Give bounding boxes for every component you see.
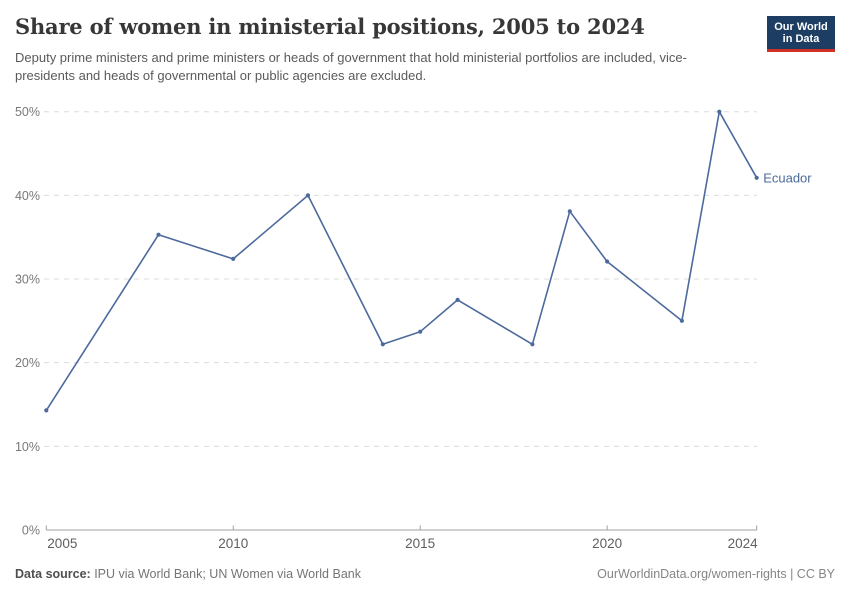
data-source-text: IPU via World Bank; UN Women via World B… bbox=[90, 567, 361, 581]
owid-logo: Our World in Data bbox=[767, 16, 835, 52]
credit-link[interactable]: OurWorldinData.org/women-rights | CC BY bbox=[597, 567, 835, 581]
data-point[interactable] bbox=[44, 408, 49, 413]
line-series-ecuador[interactable] bbox=[45, 110, 758, 412]
y-axis-tick-label: 20% bbox=[15, 356, 40, 370]
data-source: Data source: IPU via World Bank; UN Wome… bbox=[15, 567, 361, 581]
data-point[interactable] bbox=[305, 193, 311, 198]
x-axis-tick-label: 2020 bbox=[592, 536, 622, 551]
data-point[interactable] bbox=[530, 342, 535, 347]
y-axis-tick-label: 50% bbox=[15, 105, 40, 119]
owid-logo-line1: Our World bbox=[774, 21, 828, 33]
data-source-label: Data source: bbox=[15, 567, 91, 581]
x-axis-tick-label: 2010 bbox=[218, 536, 248, 551]
chart-subtitle: Deputy prime ministers and prime ministe… bbox=[15, 50, 687, 83]
data-point[interactable] bbox=[418, 329, 423, 334]
y-axis-tick-label: 0% bbox=[22, 524, 40, 538]
page-title: Share of women in ministerial positions,… bbox=[15, 14, 645, 39]
owid-logo-accent-strip bbox=[767, 49, 835, 52]
owid-logo-line2: in Data bbox=[782, 33, 820, 45]
data-point[interactable] bbox=[717, 109, 722, 114]
data-point[interactable] bbox=[455, 297, 460, 302]
chart-footer: Data source: IPU via World Bank; UN Wome… bbox=[15, 567, 835, 581]
y-axis-tick-label: 10% bbox=[15, 440, 40, 454]
data-point[interactable] bbox=[605, 259, 610, 264]
data-point[interactable] bbox=[380, 342, 385, 347]
x-axis-tick-label: 2015 bbox=[405, 536, 435, 551]
line-chart[interactable]: 0% 10% 20% 30% 40% 50% 2005 2010 2015 2020 2024 Ecu… bbox=[0, 90, 850, 565]
data-point[interactable] bbox=[156, 232, 161, 237]
x-axis-tick-label: 2024 bbox=[728, 536, 759, 551]
x-axis-tick-label: 2005 bbox=[47, 536, 77, 551]
data-point[interactable] bbox=[679, 318, 685, 323]
data-point[interactable] bbox=[754, 175, 759, 180]
owid-logo-box: Our World in Data bbox=[767, 16, 835, 49]
line-chart-canvas[interactable]: 0% 10% 20% 30% 40% 50% 2005 2010 2015 2020 2024 Ecu… bbox=[0, 90, 850, 565]
series-label-ecuador[interactable]: Ecuador bbox=[763, 170, 812, 185]
y-axis-tick-label: 40% bbox=[15, 189, 40, 203]
y-axis-tick-label: 30% bbox=[15, 273, 40, 287]
data-point[interactable] bbox=[231, 256, 236, 261]
data-point[interactable] bbox=[567, 209, 572, 214]
